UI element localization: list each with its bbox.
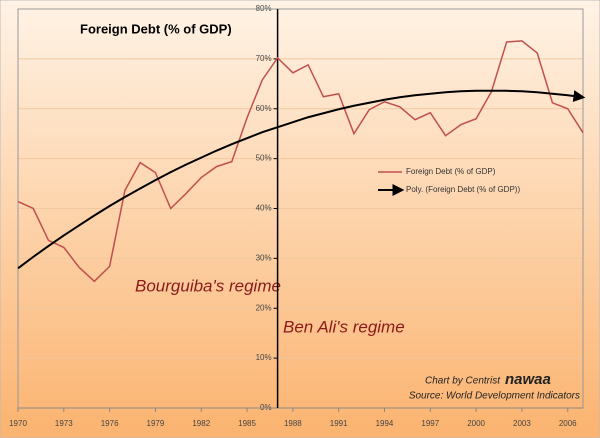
x-tick-label: 1982: [192, 419, 210, 428]
x-tick-label: 1997: [421, 419, 439, 428]
y-tick-label: 50%: [256, 154, 272, 163]
x-tick-label: 1988: [284, 419, 302, 428]
x-tick-label: 1970: [9, 419, 27, 428]
logo: nawaa: [505, 371, 551, 388]
x-tick-label: 1994: [376, 419, 394, 428]
legend-label: Poly. (Foreign Debt (% of GDP)): [406, 185, 520, 194]
x-tick-label: 1976: [101, 419, 119, 428]
credit: Source: World Development Indicators: [409, 391, 580, 402]
annotation: Bourguiba's regime: [135, 276, 281, 295]
y-tick-label: 70%: [256, 54, 272, 63]
legend-label: Foreign Debt (% of GDP): [406, 167, 496, 176]
y-tick-label: 30%: [256, 253, 272, 262]
y-tick-label: 60%: [256, 104, 272, 113]
y-tick-label: 20%: [256, 303, 272, 312]
x-tick-label: 2000: [467, 419, 485, 428]
x-tick-label: 1979: [147, 419, 165, 428]
x-tick-label: 1985: [238, 419, 256, 428]
x-tick-label: 1973: [55, 419, 73, 428]
annotation: Ben Ali's regime: [283, 317, 405, 336]
y-tick-label: 10%: [256, 353, 272, 362]
credit: Chart by Centrist: [425, 376, 501, 387]
x-tick-label: 1991: [330, 419, 348, 428]
y-tick-label: 40%: [256, 204, 272, 213]
chart-title: Foreign Debt (% of GDP): [80, 21, 232, 36]
trend-line: [17, 89, 586, 270]
series-line: [17, 40, 584, 283]
x-tick-label: 2006: [559, 419, 577, 428]
x-tick-label: 2003: [513, 419, 531, 428]
